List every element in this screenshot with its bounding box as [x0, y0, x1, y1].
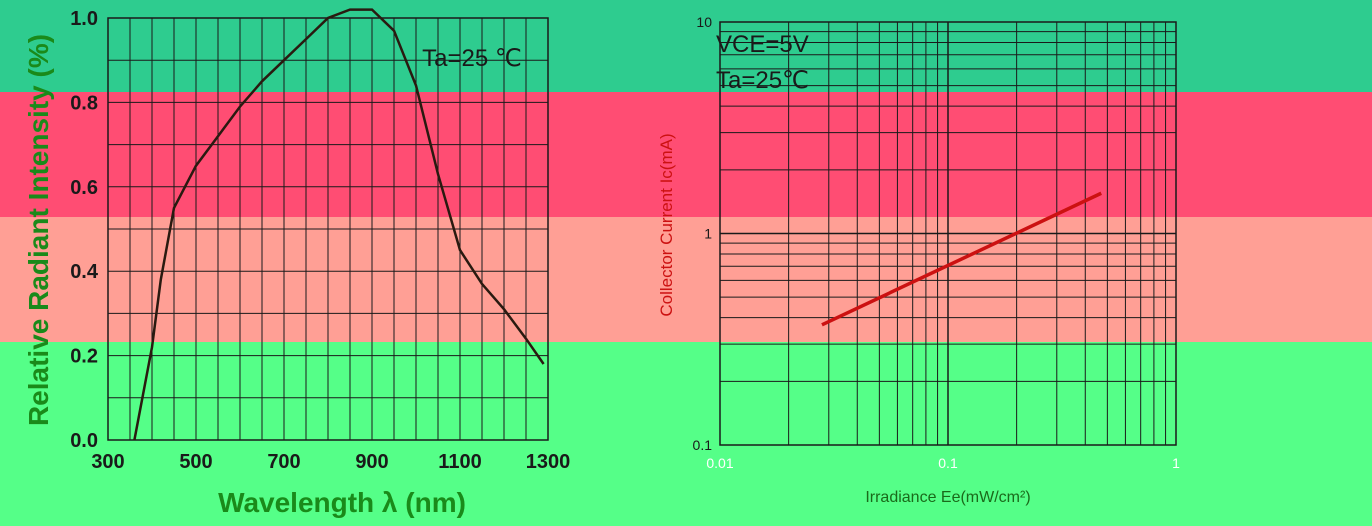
chart2-y-tick-label: 1: [704, 226, 712, 242]
chart2-x-axis-label: Irradiance Ee(mW/cm²): [865, 489, 1030, 506]
chart2-annotation-line: Ta=25℃: [716, 67, 809, 94]
chart1-annotation: Ta=25 ℃: [422, 45, 522, 72]
chart1-x-tick-label: 1300: [526, 451, 571, 473]
chart2-annotation-line: VCE=5V: [716, 31, 809, 58]
chart1-series-curve: [133, 8, 545, 441]
chart2-y-tick-label: 0.1: [693, 437, 713, 453]
chart1-x-axis-label: Wavelength λ (nm): [218, 487, 466, 518]
chart2-y-axis-label: Collector Current Ic(mA): [657, 133, 676, 316]
chart1-y-tick-label: 0.2: [70, 346, 98, 368]
middle-band: [0, 217, 1372, 342]
chart1-y-tick-label: 0.4: [70, 261, 99, 283]
chart1-x-tick-label: 300: [91, 451, 124, 473]
chart1-x-tick-label: 900: [355, 451, 388, 473]
chart1-y-axis-label: Relative Radiant Intensity (%): [23, 34, 54, 426]
chart1-x-tick-label: 700: [267, 451, 300, 473]
chart2-x-tick-label: 0.1: [938, 455, 958, 471]
chart1-y-tick-label: 0.6: [70, 177, 98, 199]
chart2-x-tick-label: 1: [1172, 455, 1180, 471]
chart1-y-tick-label: 0.0: [70, 430, 98, 452]
chart2-x-tick-label: 0.01: [706, 455, 733, 471]
upper-band: [0, 92, 1372, 217]
chart1-x-tick-label: 500: [179, 451, 212, 473]
chart1-y-tick-label: 0.8: [70, 92, 98, 114]
chart1-y-tick-label: 1.0: [70, 8, 98, 30]
top-band: [0, 0, 1372, 92]
chart1-x-tick-label: 1100: [438, 451, 481, 473]
lower-band: [0, 342, 1372, 526]
chart2-series-line: [821, 191, 1102, 327]
chart2-y-tick-label: 10: [696, 14, 712, 30]
